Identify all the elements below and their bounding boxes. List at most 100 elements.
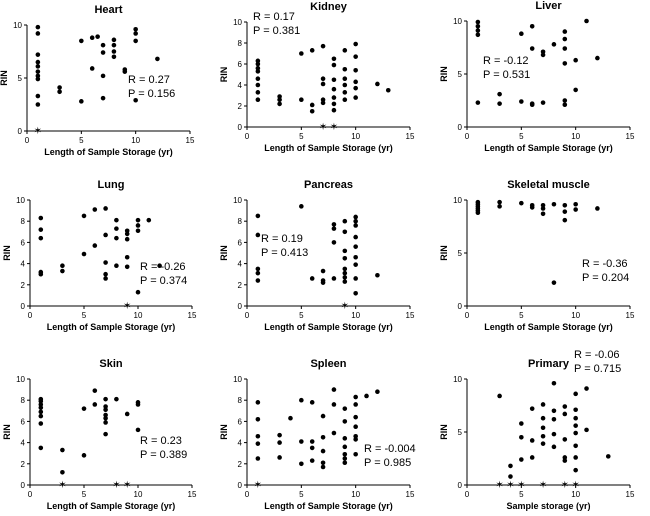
data-point (573, 430, 578, 436)
x-tick-label: 5 (519, 490, 524, 499)
data-point (540, 433, 546, 439)
data-point (551, 380, 557, 386)
data-point (475, 28, 481, 33)
x-tick-label: 0 (245, 490, 250, 499)
data-point (255, 400, 261, 405)
data-point (331, 222, 337, 227)
data-point (299, 97, 304, 102)
data-point (309, 400, 315, 405)
data-point (342, 444, 348, 450)
data-point (342, 97, 348, 102)
data-point (540, 206, 546, 211)
data-point (375, 272, 380, 278)
data-point (551, 444, 557, 450)
data-point (342, 456, 348, 461)
y-tick-label: 2 (21, 281, 26, 290)
data-point (57, 85, 62, 90)
panel-title: Liver (535, 0, 562, 12)
data-point (255, 90, 261, 95)
data-point (331, 240, 337, 245)
data-point (146, 217, 152, 223)
data-point (255, 76, 261, 81)
data-point (562, 455, 568, 460)
data-point (540, 402, 546, 407)
data-point (562, 61, 568, 66)
data-point (342, 436, 348, 441)
data-point (508, 474, 513, 479)
zero-rin-marker: ✶ (506, 480, 514, 491)
data-point (353, 54, 358, 59)
zero-rin-marker: ✶ (517, 480, 525, 491)
data-point (92, 207, 98, 212)
data-point (342, 460, 348, 466)
x-tick-label: 5 (299, 132, 304, 141)
p-value-label: P = 0.413 (261, 247, 308, 259)
data-point (573, 443, 578, 449)
y-tick-label: 4 (238, 439, 243, 448)
correlation-r-label: R = 0.17 (253, 11, 295, 23)
data-point (255, 65, 261, 71)
data-point (375, 81, 380, 87)
y-axis-label: RIN (219, 67, 229, 83)
y-axis-label: RIN (219, 245, 229, 261)
data-point (573, 201, 578, 207)
data-point (255, 433, 261, 439)
data-point (551, 201, 557, 207)
x-tick-label: 5 (519, 132, 524, 141)
data-point (573, 57, 578, 63)
data-point (133, 38, 138, 44)
data-point (79, 99, 84, 104)
panel-title: Kidney (310, 1, 348, 13)
zero-rin-marker: ✶ (495, 480, 503, 491)
data-point (353, 68, 358, 73)
data-point (255, 416, 261, 422)
correlation-r-label: R = -0.004 (364, 443, 416, 455)
data-point (353, 290, 358, 296)
data-point (81, 213, 87, 219)
y-tick-label: 8 (238, 217, 243, 226)
x-tick-label: 0 (465, 490, 470, 499)
data-point (35, 31, 41, 36)
y-tick-label: 0 (238, 123, 243, 132)
data-point (103, 232, 108, 238)
data-point (551, 280, 557, 285)
data-point (133, 26, 138, 32)
data-point (342, 248, 348, 254)
data-point (519, 200, 524, 206)
data-point (60, 268, 65, 274)
data-point (331, 56, 337, 62)
data-point (331, 101, 337, 107)
data-point (38, 405, 44, 410)
data-point (309, 48, 315, 53)
data-point (529, 455, 535, 460)
data-point (35, 73, 41, 79)
data-point (35, 24, 41, 30)
p-value-label: P = 0.389 (140, 449, 187, 461)
x-axis-label: Length of Sample Storage (yr) (44, 147, 173, 157)
data-point (353, 218, 358, 224)
y-tick-label: 10 (453, 196, 462, 205)
data-point (114, 217, 119, 223)
data-point (353, 234, 358, 240)
data-point (114, 263, 119, 269)
data-point (573, 391, 578, 397)
y-tick-label: 0 (458, 123, 463, 132)
y-tick-label: 6 (238, 238, 243, 247)
x-tick-label: 15 (406, 311, 415, 320)
data-point (353, 41, 358, 47)
data-point (605, 454, 611, 459)
data-point (540, 211, 546, 217)
data-point (584, 386, 589, 391)
x-axis-label: Length of Sample Storage (yr) (264, 501, 393, 511)
data-point (114, 235, 119, 241)
data-point (35, 76, 41, 82)
data-point (111, 49, 117, 54)
data-point (309, 458, 315, 463)
x-tick-label: 0 (465, 311, 470, 320)
x-axis-label: Sample storage (yr) (506, 501, 590, 511)
p-value-label: P = 0.531 (483, 69, 530, 81)
data-point (331, 62, 337, 68)
data-point (584, 18, 589, 24)
data-point (342, 419, 348, 424)
x-tick-label: 10 (134, 490, 143, 499)
